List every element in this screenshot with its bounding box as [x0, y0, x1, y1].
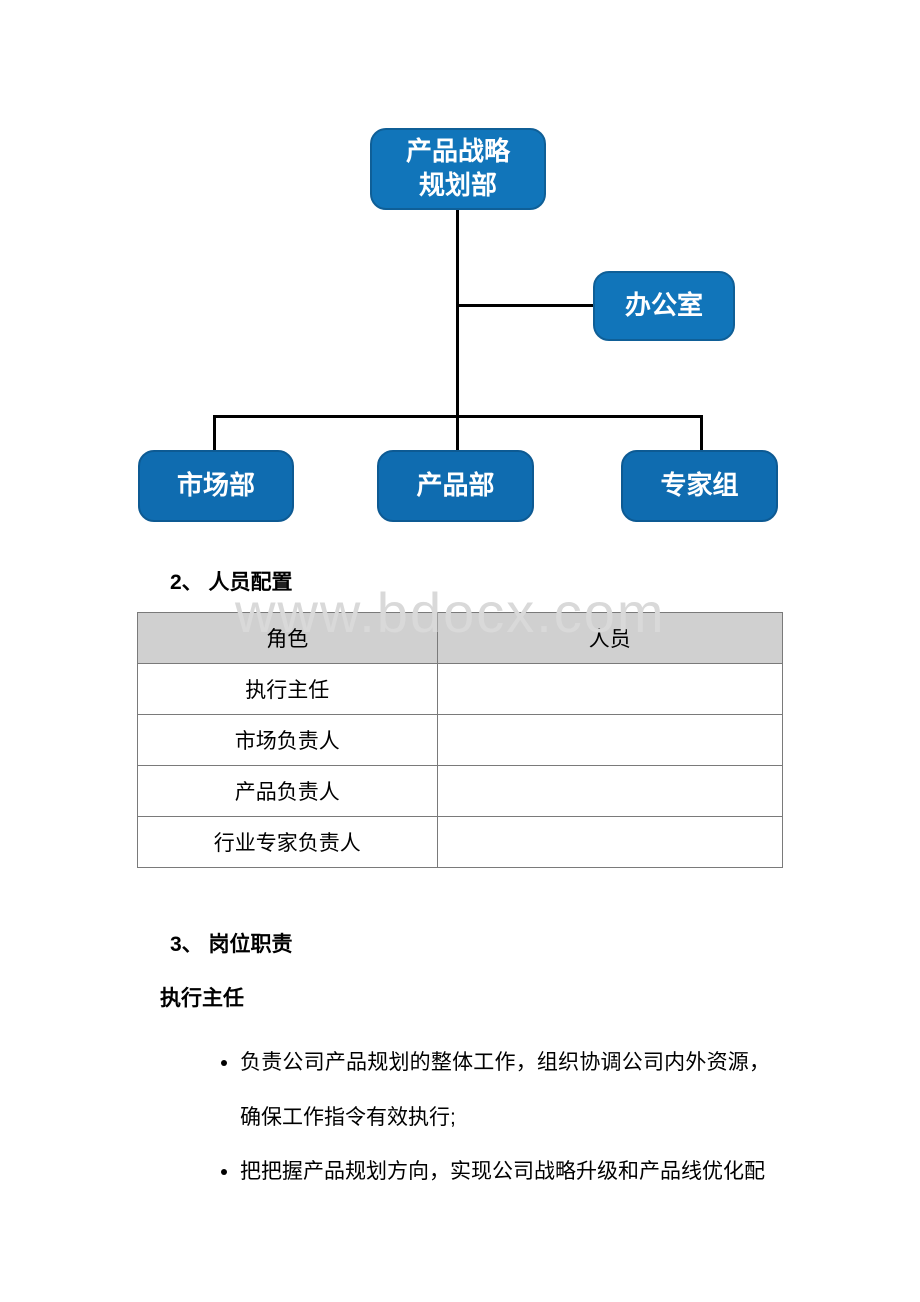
- org-chart: 产品战略 规划部 办公室 市场部 产品部 专家组: [0, 0, 920, 540]
- section-2-heading: 2、 人员配置: [0, 566, 920, 596]
- cell-role: 产品负责人: [138, 766, 438, 817]
- node-expert: 专家组: [621, 450, 778, 522]
- table-row: 行业专家负责人: [138, 817, 783, 868]
- cell-person: [437, 766, 782, 817]
- table-row: 执行主任: [138, 664, 783, 715]
- table-row: 产品负责人: [138, 766, 783, 817]
- cell-person: [437, 715, 782, 766]
- cell-role: 市场负责人: [138, 715, 438, 766]
- connector: [456, 415, 459, 451]
- list-item: 负责公司产品规划的整体工作，组织协调公司内外资源，确保工作指令有效执行;: [240, 1036, 770, 1145]
- cell-person: [437, 664, 782, 715]
- cell-role: 执行主任: [138, 664, 438, 715]
- staffing-table: 角色 人员 执行主任 市场负责人 产品负责人 行业专家负责人: [137, 612, 783, 868]
- duties-list: 负责公司产品规划的整体工作，组织协调公司内外资源，确保工作指令有效执行; 把把握…: [0, 1036, 920, 1200]
- cell-person: [437, 817, 782, 868]
- section-3-heading: 3、 岗位职责: [0, 928, 920, 958]
- node-office: 办公室: [593, 271, 735, 341]
- list-item: 把把握产品规划方向，实现公司战略升级和产品线优化配: [240, 1145, 770, 1200]
- connector: [456, 210, 459, 415]
- connector: [456, 304, 596, 307]
- role-title: 执行主任: [0, 982, 920, 1012]
- node-market: 市场部: [138, 450, 294, 522]
- node-product: 产品部: [377, 450, 534, 522]
- connector: [213, 415, 216, 451]
- col-role: 角色: [138, 613, 438, 664]
- table-row: 市场负责人: [138, 715, 783, 766]
- col-person: 人员: [437, 613, 782, 664]
- node-root: 产品战略 规划部: [370, 128, 546, 210]
- cell-role: 行业专家负责人: [138, 817, 438, 868]
- table-header-row: 角色 人员: [138, 613, 783, 664]
- connector: [700, 415, 703, 451]
